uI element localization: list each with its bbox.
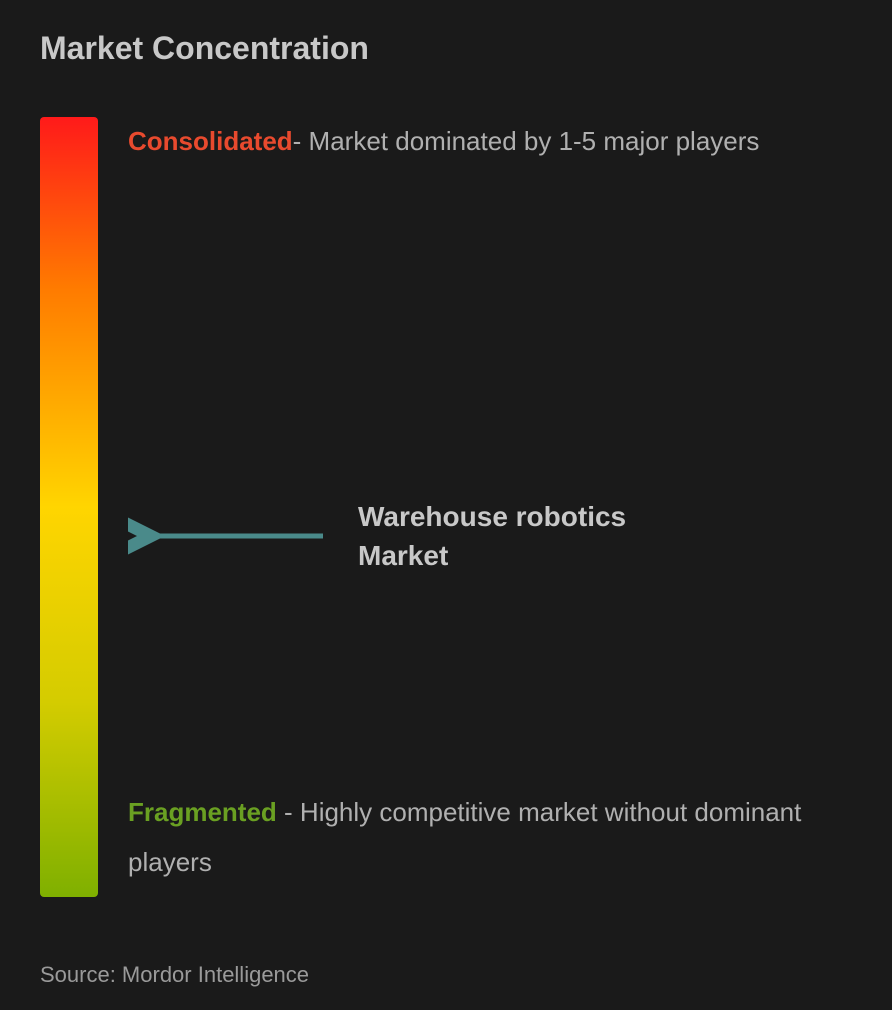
market-name-label: Warehouse robotics Market	[358, 497, 718, 575]
fragmented-block: Fragmented - Highly competitive market w…	[128, 788, 852, 887]
arrow-left-icon	[128, 511, 328, 561]
source-attribution: Source: Mordor Intelligence	[40, 962, 309, 988]
consolidated-block: Consolidated- Market dominated by 1-5 ma…	[128, 117, 852, 166]
chart-title: Market Concentration	[40, 30, 852, 67]
fragmented-label: Fragmented	[128, 797, 277, 827]
concentration-gradient-bar	[40, 117, 98, 897]
content-row: Consolidated- Market dominated by 1-5 ma…	[40, 117, 852, 897]
market-pointer-block: Warehouse robotics Market	[128, 497, 718, 575]
fragmented-description: Fragmented - Highly competitive market w…	[128, 788, 852, 887]
text-column: Consolidated- Market dominated by 1-5 ma…	[128, 117, 852, 897]
consolidated-description: Consolidated- Market dominated by 1-5 ma…	[128, 117, 852, 166]
consolidated-desc-text: - Market dominated by 1-5 major players	[293, 126, 760, 156]
consolidated-label: Consolidated	[128, 126, 293, 156]
